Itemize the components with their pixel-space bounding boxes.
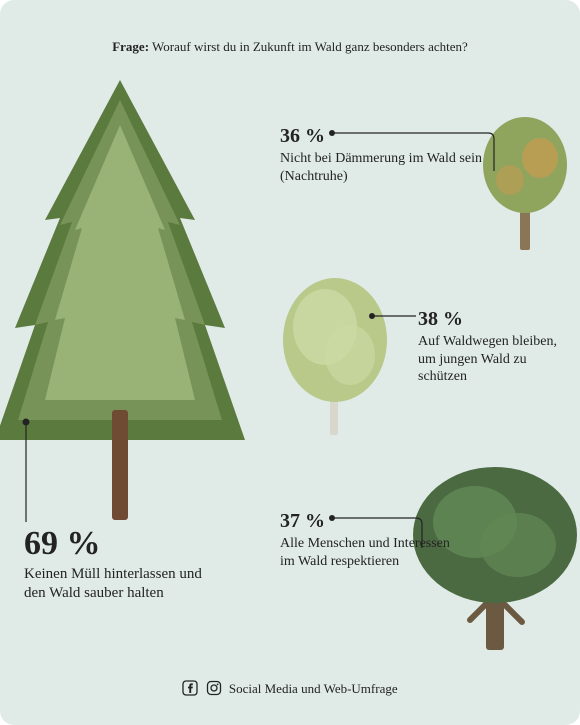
stat-no-litter: 69 % Keinen Müll hinterlassen und den Wa… bbox=[24, 525, 224, 603]
stat-percent: 37 % bbox=[280, 510, 450, 533]
survey-question: Frage: Worauf wirst du in Zukunft im Wal… bbox=[0, 38, 580, 56]
tree-birch bbox=[270, 265, 400, 445]
footer-text: Social Media und Web-Umfrage bbox=[229, 681, 398, 696]
stat-description: Nicht bei Dämmerung im Wald sein (Nachtr… bbox=[280, 150, 490, 185]
facebook-icon bbox=[182, 680, 198, 696]
question-text: Worauf wirst du in Zukunft im Wald ganz … bbox=[152, 39, 468, 54]
stat-description: Auf Waldwegen bleiben, um jungen Wald zu… bbox=[418, 333, 568, 386]
instagram-icon bbox=[206, 680, 222, 696]
stat-percent: 38 % bbox=[418, 308, 568, 331]
stat-respect-all: 37 % Alle Menschen und Interessen im Wal… bbox=[280, 510, 450, 570]
stat-percent: 36 % bbox=[280, 125, 490, 148]
stat-percent: 69 % bbox=[24, 525, 224, 563]
infographic-canvas: Frage: Worauf wirst du in Zukunft im Wal… bbox=[0, 0, 580, 725]
stat-description: Keinen Müll hinterlassen und den Wald sa… bbox=[24, 565, 224, 603]
stat-no-dusk: 36 % Nicht bei Dämmerung im Wald sein (N… bbox=[280, 125, 490, 185]
stat-description: Alle Menschen und Interessen im Wald res… bbox=[280, 535, 450, 570]
stat-stay-on-paths: 38 % Auf Waldwegen bleiben, um jungen Wa… bbox=[418, 308, 568, 386]
footer: Social Media und Web-Umfrage bbox=[0, 680, 580, 697]
question-label: Frage: bbox=[112, 39, 149, 54]
tree-conifer bbox=[0, 70, 270, 550]
